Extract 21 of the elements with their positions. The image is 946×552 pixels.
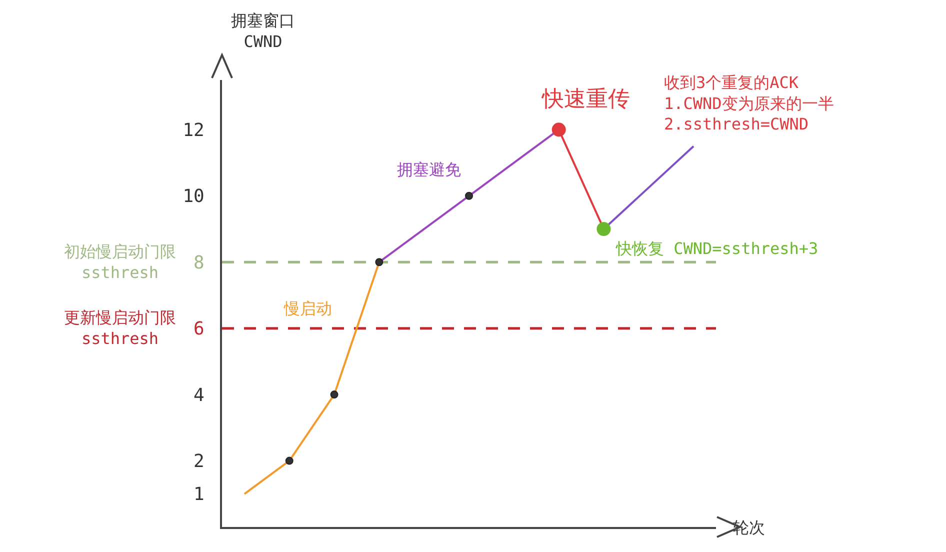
point [465, 192, 473, 200]
y-tick-label: 12 [182, 120, 204, 141]
y-tick-label: 6 [194, 318, 204, 340]
point [552, 122, 566, 137]
ref-line-label: 初始慢启动门限 ssthresh [64, 242, 176, 282]
series-label: 快速重传 [541, 87, 630, 112]
annotation: 收到3个重复的ACK 1.CWND变为原来的一半 2.ssthresh=CWND [664, 73, 834, 134]
y-tick-label: 4 [194, 384, 204, 406]
point [285, 456, 294, 465]
y-tick-label: 10 [182, 186, 204, 208]
series-label: 快恢复 CWND=ssthresh+3 [615, 239, 818, 258]
y-tick-label: 8 [194, 252, 204, 274]
y-tick-label: 1 [194, 484, 204, 506]
y-tick-label: 2 [194, 451, 204, 472]
series-label: 拥塞避免 [397, 160, 461, 179]
y-axis-title: 拥塞窗口 CWND [231, 11, 295, 51]
point [330, 390, 338, 399]
series-label: 慢启动 [283, 299, 332, 318]
point [375, 258, 384, 266]
point [596, 222, 611, 236]
ref-line-label: 更新慢启动门限 ssthresh [64, 308, 176, 348]
